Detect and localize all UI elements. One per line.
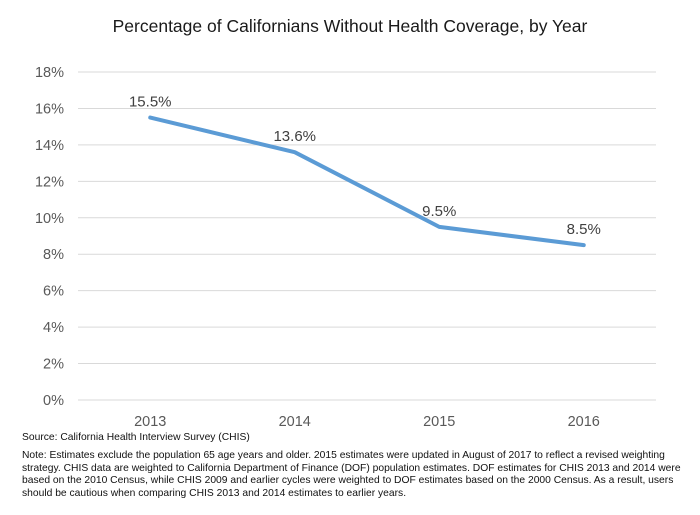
data-label: 8.5% <box>567 221 601 238</box>
source-note: Source: California Health Interview Surv… <box>22 432 250 443</box>
x-tick-label: 2016 <box>568 414 600 430</box>
y-tick-label: 18% <box>35 65 64 81</box>
data-label: 13.6% <box>273 128 316 145</box>
series-group <box>148 115 586 248</box>
y-tick-label: 14% <box>35 138 64 154</box>
y-tick-label: 0% <box>43 393 64 409</box>
data-label: 15.5% <box>129 94 172 111</box>
gridlines <box>78 71 656 401</box>
series-line <box>148 115 586 248</box>
chart-title: Percentage of Californians Without Healt… <box>112 16 588 36</box>
footnote: Note: Estimates exclude the population 6… <box>22 450 681 499</box>
y-tick-label: 6% <box>43 284 64 300</box>
data-labels: 15.5% 13.6% 9.5% 8.5% <box>129 94 601 239</box>
y-tick-label: 10% <box>35 211 64 227</box>
x-tick-label: 2013 <box>134 414 166 430</box>
x-tick-label: 2015 <box>423 414 455 430</box>
y-tick-label: 16% <box>35 101 64 117</box>
x-axis-ticks: 2013 2014 2015 2016 <box>134 414 600 430</box>
y-tick-label: 8% <box>43 247 64 263</box>
line-chart: 0%2%4%6%8%10%12%14%16%18% 2013 2014 2015 20… <box>35 65 656 430</box>
x-tick-label: 2014 <box>279 414 311 430</box>
data-label: 9.5% <box>422 203 456 220</box>
y-tick-label: 4% <box>43 320 64 336</box>
y-axis-ticks: 0% 2% 4% 6% 8% 10% 12% 14% 16% 18% <box>35 65 64 409</box>
y-tick-label: 12% <box>35 174 64 190</box>
y-tick-label: 2% <box>43 357 64 373</box>
